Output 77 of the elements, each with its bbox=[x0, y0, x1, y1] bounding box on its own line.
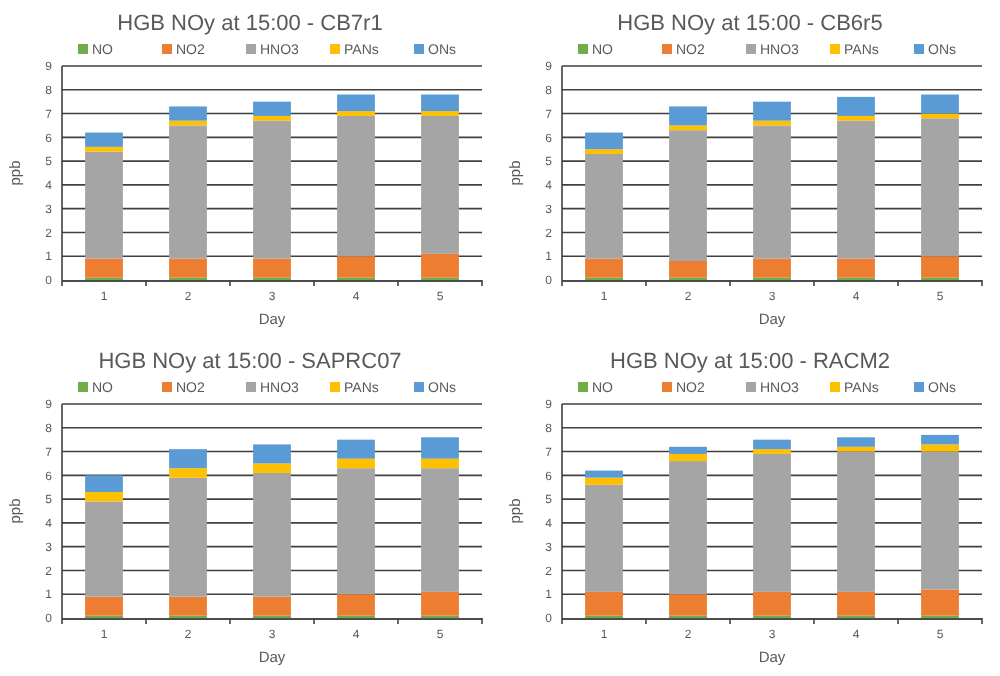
bar bbox=[169, 596, 207, 616]
bar bbox=[253, 101, 291, 116]
bar bbox=[253, 472, 291, 597]
bar bbox=[337, 94, 375, 112]
bar bbox=[169, 449, 207, 469]
bar bbox=[337, 468, 375, 595]
bar bbox=[169, 468, 207, 478]
bar bbox=[921, 434, 959, 445]
bar bbox=[837, 96, 875, 116]
bar bbox=[337, 256, 375, 278]
bar bbox=[85, 258, 123, 278]
bar bbox=[421, 591, 459, 616]
bar bbox=[753, 125, 791, 259]
chart-title: HGB NOy at 15:00 - CB7r1 bbox=[117, 12, 383, 36]
bar bbox=[669, 461, 707, 595]
bar bbox=[337, 115, 375, 257]
bar bbox=[669, 130, 707, 261]
bar bbox=[85, 501, 123, 597]
bar bbox=[585, 132, 623, 150]
bar bbox=[85, 475, 123, 492]
bar bbox=[85, 151, 123, 259]
bar bbox=[753, 258, 791, 278]
bar bbox=[421, 458, 459, 469]
bar bbox=[169, 106, 207, 121]
bar bbox=[337, 439, 375, 459]
bar bbox=[669, 453, 707, 462]
bar bbox=[837, 451, 875, 592]
bar bbox=[421, 468, 459, 592]
bar bbox=[85, 146, 123, 152]
bar bbox=[421, 437, 459, 459]
bar bbox=[921, 256, 959, 278]
bar bbox=[753, 453, 791, 592]
bar bbox=[837, 120, 875, 259]
bar bbox=[169, 258, 207, 278]
bar bbox=[669, 260, 707, 278]
bar bbox=[669, 446, 707, 454]
bar bbox=[253, 596, 291, 616]
bar bbox=[85, 491, 123, 502]
bar bbox=[921, 451, 959, 590]
bar bbox=[669, 594, 707, 616]
bar bbox=[253, 120, 291, 259]
bar bbox=[169, 125, 207, 259]
bar bbox=[753, 101, 791, 121]
chart-title: HGB NOy at 15:00 - RACM2 bbox=[610, 350, 890, 374]
bar bbox=[253, 258, 291, 278]
bar bbox=[585, 484, 623, 592]
chart-title: HGB NOy at 15:00 - SAPRC07 bbox=[98, 350, 402, 374]
bar bbox=[585, 470, 623, 478]
bar bbox=[421, 253, 459, 278]
bar bbox=[837, 446, 875, 452]
bar bbox=[921, 118, 959, 257]
bar bbox=[337, 594, 375, 616]
bar bbox=[753, 439, 791, 450]
bar bbox=[921, 444, 959, 452]
bar bbox=[169, 477, 207, 597]
bar bbox=[85, 132, 123, 147]
bar bbox=[337, 458, 375, 469]
bar bbox=[921, 94, 959, 114]
bar bbox=[85, 596, 123, 616]
bar bbox=[253, 115, 291, 121]
bar bbox=[837, 437, 875, 447]
bar bbox=[753, 591, 791, 616]
bar bbox=[253, 463, 291, 473]
bar bbox=[669, 106, 707, 126]
bar bbox=[585, 591, 623, 616]
chart-title: HGB NOy at 15:00 - CB6r5 bbox=[617, 12, 883, 36]
bar bbox=[421, 94, 459, 112]
bar bbox=[837, 258, 875, 278]
bar bbox=[253, 444, 291, 464]
bar bbox=[837, 591, 875, 616]
bar bbox=[585, 153, 623, 259]
bar bbox=[585, 477, 623, 485]
bar bbox=[921, 589, 959, 616]
bar bbox=[585, 258, 623, 278]
bar bbox=[669, 125, 707, 131]
bar bbox=[421, 115, 459, 254]
bar bbox=[837, 115, 875, 121]
